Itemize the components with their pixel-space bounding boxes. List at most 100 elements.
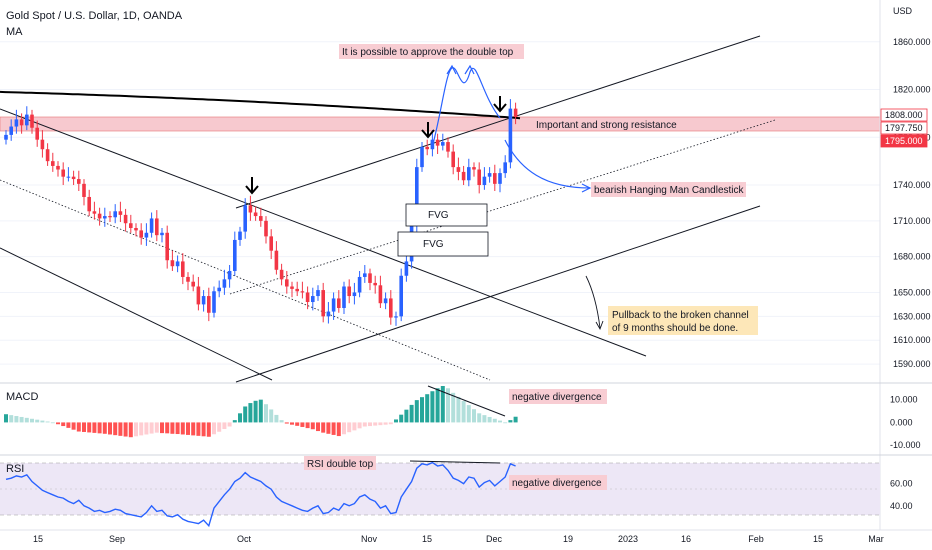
macd-bar bbox=[342, 422, 346, 435]
rsi-tick-label: 40.00 bbox=[890, 501, 913, 511]
macd-bar bbox=[331, 422, 336, 435]
rsi-axis-ticks: 60.00 40.00 bbox=[890, 479, 913, 511]
macd-bar bbox=[347, 422, 352, 433]
macd-bar bbox=[123, 422, 128, 437]
macd-bar bbox=[482, 415, 487, 423]
macd-bar bbox=[71, 422, 76, 430]
candle bbox=[290, 286, 294, 289]
macd-bar bbox=[399, 414, 404, 423]
macd-bar bbox=[498, 420, 502, 423]
macd-bar bbox=[97, 422, 102, 434]
macd-div-label-bg bbox=[509, 389, 607, 404]
macd-bar bbox=[508, 420, 513, 423]
macd-bar bbox=[66, 422, 71, 428]
candle bbox=[9, 126, 13, 135]
pullback-arrow-head bbox=[595, 320, 604, 331]
currency-label: USD bbox=[893, 6, 913, 16]
macd-bar bbox=[186, 422, 190, 435]
candle bbox=[66, 176, 71, 178]
price-label: 1795.000 bbox=[885, 136, 923, 146]
time-tick-label: Sep bbox=[109, 534, 125, 544]
candle bbox=[456, 167, 461, 172]
candle bbox=[352, 292, 357, 297]
macd-bar bbox=[326, 422, 331, 434]
price-tick-label: 1630.000 bbox=[893, 311, 931, 321]
macd-bar bbox=[243, 406, 248, 423]
candle bbox=[311, 296, 315, 303]
macd-bar bbox=[222, 422, 227, 430]
candle bbox=[441, 142, 445, 146]
down-arrow-dec bbox=[493, 96, 507, 113]
candle bbox=[342, 286, 346, 308]
macd-bar bbox=[212, 422, 216, 435]
rsi-tick-label: 60.00 bbox=[890, 479, 913, 489]
macd-bar bbox=[321, 422, 326, 433]
macd-bar bbox=[35, 419, 40, 423]
rsi-title[interactable]: RSI bbox=[6, 463, 24, 475]
candle bbox=[201, 296, 206, 305]
macd-bar bbox=[92, 422, 97, 433]
macd-bar bbox=[435, 388, 440, 423]
rsi-line bbox=[5, 461, 516, 528]
time-axis-labels: 15 Sep Oct Nov 15 Dec 19 2023 16 Feb 15 Mar bbox=[33, 534, 884, 544]
macd-bar bbox=[232, 420, 237, 423]
macd-bar bbox=[284, 422, 289, 424]
candle bbox=[415, 167, 419, 224]
candle bbox=[56, 165, 60, 170]
candle bbox=[399, 275, 403, 317]
candle bbox=[144, 232, 149, 238]
macd-bar bbox=[217, 422, 222, 432]
price-label-bg bbox=[880, 108, 928, 122]
candle bbox=[207, 296, 211, 313]
candle bbox=[134, 228, 138, 231]
macd-bar bbox=[477, 413, 482, 423]
candle bbox=[181, 261, 185, 277]
price-tick-label: 1610.000 bbox=[893, 335, 931, 345]
candle bbox=[498, 173, 502, 184]
macd-bar bbox=[492, 418, 497, 423]
macd-bar bbox=[113, 422, 118, 436]
symbol-title[interactable]: Gold Spot / U.S. Dollar, 1D, OANDA bbox=[6, 10, 183, 22]
candle bbox=[61, 169, 65, 177]
candle bbox=[451, 151, 455, 168]
macd-bar bbox=[394, 419, 398, 423]
rsi-double-top-label: RSI double top bbox=[307, 459, 374, 470]
pullback-label-bg bbox=[608, 306, 758, 335]
candle bbox=[394, 316, 398, 318]
macd-bar bbox=[160, 422, 164, 434]
macd-bar bbox=[165, 422, 170, 434]
pullback-label-line2: of 9 months should be done. bbox=[612, 323, 738, 334]
candle bbox=[160, 232, 164, 236]
candle bbox=[259, 216, 263, 221]
candle bbox=[368, 273, 372, 283]
candle bbox=[139, 230, 143, 238]
candle bbox=[14, 119, 19, 127]
price-axis-ticks: 1900.0001860.0001820.0001780.0001740.000… bbox=[893, 37, 931, 369]
macd-bar bbox=[19, 416, 24, 423]
time-tick-label: Mar bbox=[868, 534, 884, 544]
macd-bar bbox=[134, 422, 138, 437]
macd-bar bbox=[388, 422, 393, 425]
resistance-label: Important and strong resistance bbox=[536, 120, 677, 131]
candle bbox=[269, 236, 273, 251]
macd-tick-label: 0.000 bbox=[890, 417, 913, 427]
price-label-bg bbox=[880, 121, 928, 135]
ma-indicator-label[interactable]: MA bbox=[6, 26, 23, 38]
macd-bar bbox=[316, 422, 320, 432]
macd-bar bbox=[414, 400, 419, 423]
candle bbox=[477, 169, 481, 186]
down-arrow-nov bbox=[421, 122, 435, 139]
candle bbox=[363, 273, 367, 277]
macd-bar bbox=[128, 422, 133, 438]
candle bbox=[103, 216, 107, 219]
macd-bar bbox=[503, 422, 508, 424]
macd-title[interactable]: MACD bbox=[6, 391, 38, 403]
candle bbox=[300, 291, 305, 293]
candle bbox=[175, 261, 180, 267]
candle bbox=[285, 279, 289, 287]
time-tick-label: 16 bbox=[681, 534, 691, 544]
macd-bar bbox=[368, 422, 372, 427]
candle bbox=[482, 176, 487, 186]
macd-bar bbox=[430, 391, 435, 423]
macd-bar bbox=[253, 400, 258, 423]
